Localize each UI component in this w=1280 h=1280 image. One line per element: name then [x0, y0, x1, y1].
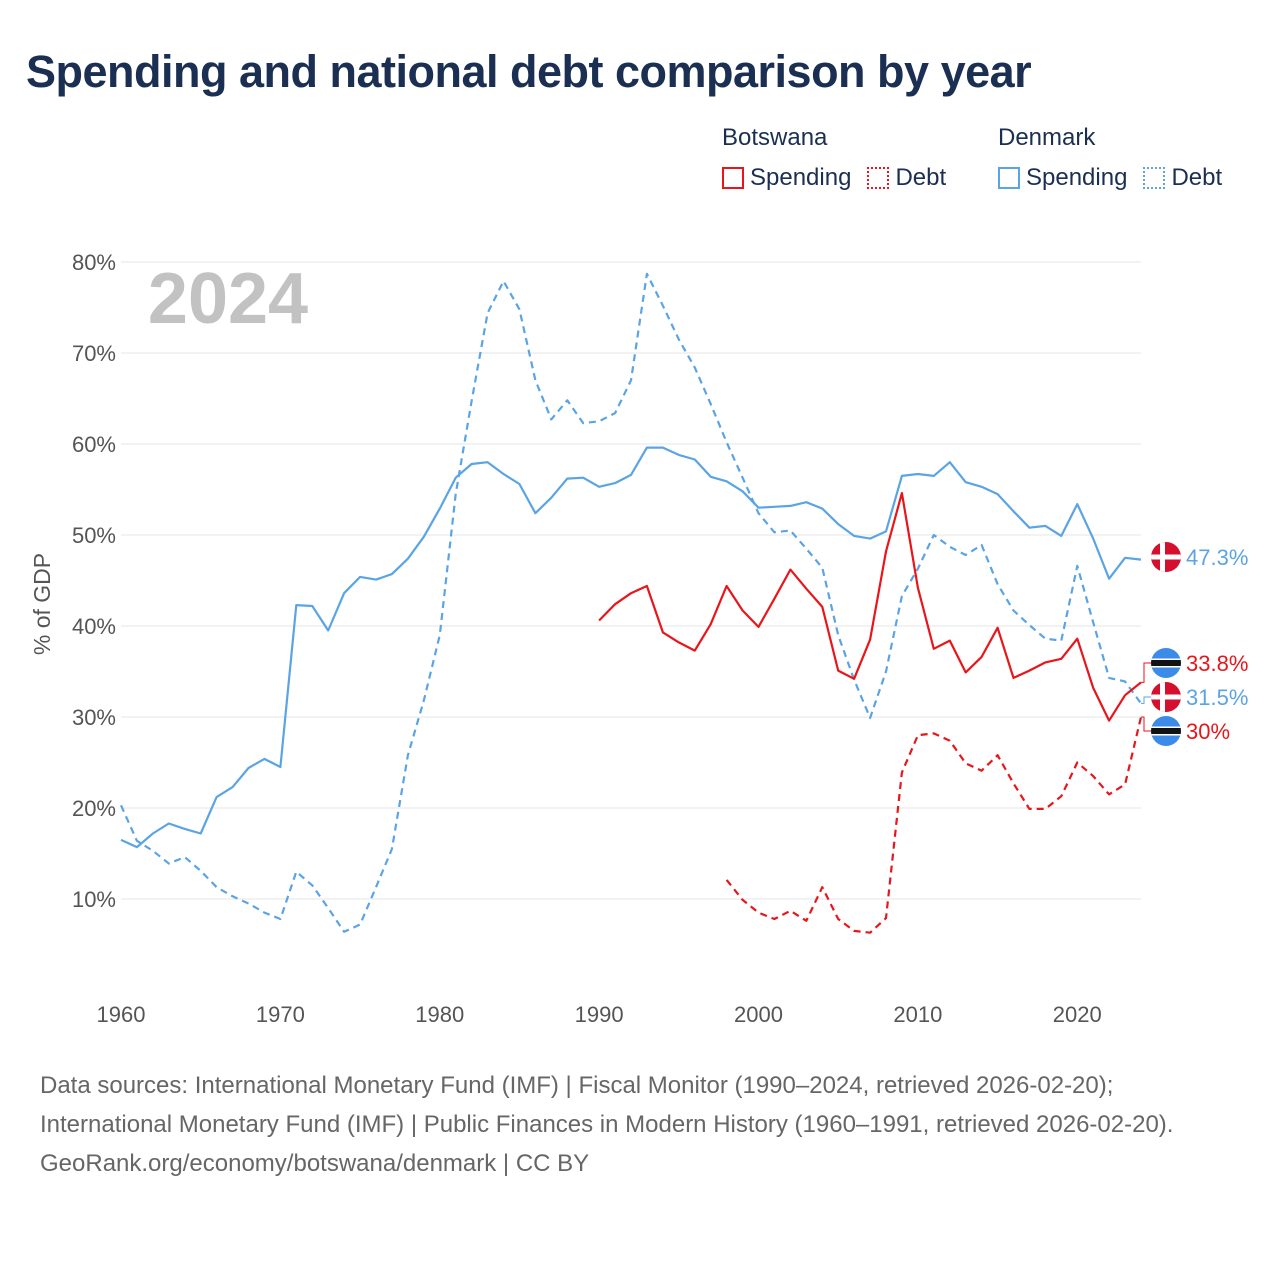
data-sources: Data sources: International Monetary Fun…: [40, 1072, 1174, 1138]
year-label: 2024: [148, 259, 308, 339]
flag-denmark-icon: [1151, 542, 1181, 572]
y-tick-label: 30%: [72, 705, 116, 730]
end-label-leader: [1141, 662, 1151, 683]
legend-item-denmark-debt[interactable]: Debt: [1143, 164, 1222, 192]
x-tick-label: 1990: [575, 1002, 624, 1027]
flag-botswana-icon: [1151, 716, 1181, 746]
gridlines: [121, 261, 1141, 900]
flag-botswana-icon: [1151, 648, 1181, 678]
flag-black-band: [1151, 728, 1181, 734]
series-lines: [119, 272, 1143, 934]
y-tick-label: 40%: [72, 614, 116, 639]
legend-group-denmark: Denmark Spending Debt: [998, 124, 1222, 192]
legend-group-label: Botswana: [722, 124, 828, 151]
legend-item-label: Spending: [750, 164, 852, 191]
legend-swatch-solid: [722, 167, 744, 189]
legend-item-label: Debt: [895, 164, 947, 191]
series-line-botswana-debt: [725, 716, 1143, 934]
end-value-label: 31.5%: [1186, 685, 1248, 710]
legend-item-label: Spending: [1026, 164, 1128, 191]
flag-cross-horizontal: [1151, 694, 1181, 700]
y-tick-label: 60%: [72, 432, 116, 457]
x-tick-label: 2000: [734, 1002, 783, 1027]
x-tick-label: 2020: [1053, 1002, 1102, 1027]
end-value-label: 30%: [1186, 719, 1230, 744]
y-tick-label: 20%: [72, 796, 116, 821]
footer: Data sources: International Monetary Fun…: [40, 1066, 1250, 1183]
legend-swatch-solid: [998, 167, 1020, 189]
series-line-denmark-debt: [119, 272, 1142, 933]
end-label-leader: [1141, 696, 1151, 704]
x-tick-label: 1960: [97, 1002, 146, 1027]
x-tick-label: 2010: [893, 1002, 942, 1027]
legend-item-label: Debt: [1171, 164, 1223, 191]
end-value-label: 33.8%: [1186, 651, 1248, 676]
credit-link[interactable]: GeoRank.org/economy/botswana/denmark | C…: [40, 1150, 590, 1177]
y-axis-title: % of GDP: [29, 553, 55, 655]
flag-denmark-icon: [1151, 682, 1181, 712]
legend-group-botswana: Botswana Spending Debt: [722, 124, 946, 192]
end-value-label: 47.3%: [1186, 545, 1248, 570]
y-tick-label: 50%: [72, 523, 116, 548]
legend-item-denmark-spending[interactable]: Spending: [998, 164, 1127, 192]
series-line-denmark-spending: [120, 446, 1142, 849]
flag-artwork: [1151, 682, 1181, 712]
line-chart: 2024 10%20%30%40%50%60%70%80% 1960 1970 19…: [29, 250, 1248, 1027]
flag-artwork: [1151, 716, 1181, 746]
y-axis: 10% 20% 30% 40% 50% 60% 70% 80%: [72, 250, 116, 912]
legend-swatch-dotted: [867, 167, 890, 189]
end-label-leader: [1141, 716, 1151, 732]
flag-artwork: [1151, 542, 1181, 572]
series-line-botswana-spending: [598, 492, 1142, 722]
y-tick-label: 70%: [72, 341, 116, 366]
chart-title: Spending and national debt comparison by…: [26, 46, 1032, 97]
x-tick-label: 1980: [415, 1002, 464, 1027]
legend-item-botswana-spending[interactable]: Spending: [722, 164, 851, 192]
legend-item-botswana-debt[interactable]: Debt: [867, 164, 946, 192]
legend-group-label: Denmark: [998, 124, 1096, 151]
y-tick-label: 80%: [72, 250, 116, 275]
y-tick-label: 10%: [72, 887, 116, 912]
x-tick-label: 1970: [256, 1002, 305, 1027]
end-labels: 47.3% 33.8% 31.5% 30%: [1141, 542, 1248, 746]
legend-swatch-dotted: [1143, 167, 1166, 189]
flag-black-band: [1151, 660, 1181, 666]
x-axis: 1960 1970 1980 1990 2000 2010 2020: [97, 1002, 1102, 1027]
flag-artwork: [1151, 648, 1181, 678]
flag-cross-horizontal: [1151, 554, 1181, 560]
